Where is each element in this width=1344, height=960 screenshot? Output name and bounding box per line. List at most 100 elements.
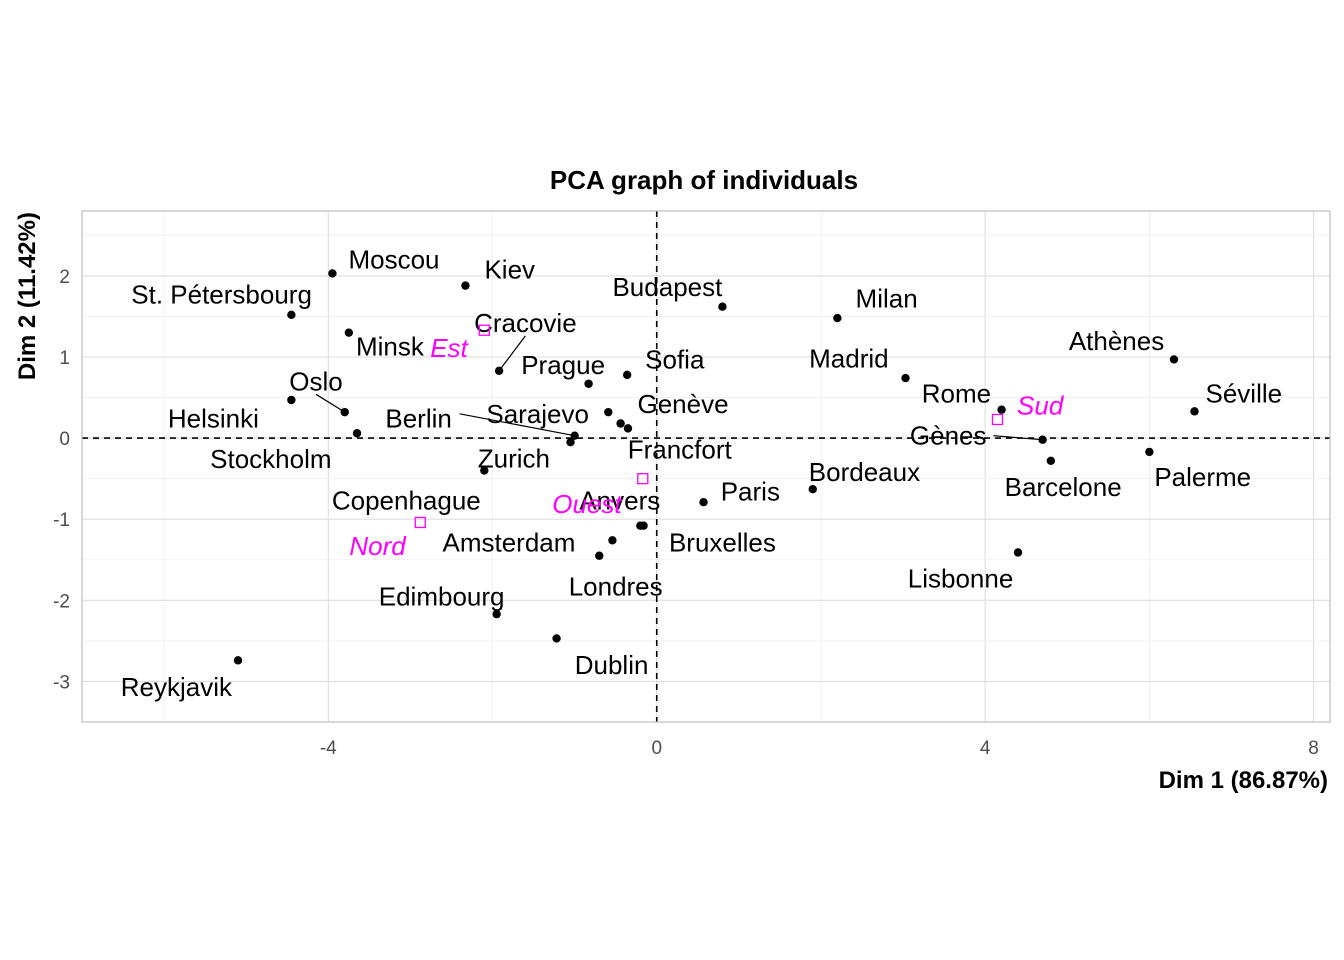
point-bordeaux: [808, 485, 817, 494]
x-tick-label: 0: [651, 738, 662, 759]
point-paris: [699, 497, 708, 507]
label-seville: Séville: [1205, 379, 1282, 409]
sup-label-est: Est: [430, 333, 469, 363]
label-edimbourg: Edimbourg: [379, 581, 505, 611]
individual-labels: Moscou Kiev St. Pétersbourg Budapest Milan Mi…: [121, 245, 1282, 702]
point-stockholm: [352, 429, 362, 438]
point-francfort: [623, 424, 633, 433]
label-geneve: Genève: [637, 389, 728, 419]
label-anvers: Anvers: [579, 486, 660, 516]
label-amsterdam: Amsterdam: [442, 528, 575, 558]
point-palerme: [1145, 447, 1154, 457]
point-zurich: [480, 466, 489, 475]
label-athenes: Athènes: [1069, 326, 1164, 356]
point-budapest: [718, 302, 727, 311]
point-sofia: [622, 370, 632, 380]
x-tick-label: 8: [1308, 738, 1319, 759]
reference-lines: [82, 211, 1330, 722]
label-prague: Prague: [521, 350, 605, 380]
label-madrid: Madrid: [809, 344, 888, 374]
point-berlin: [570, 431, 579, 440]
label-reykjavik: Reykjavik: [121, 672, 233, 702]
leader-line-cracovie: [498, 335, 526, 372]
y-tick-label: -2: [53, 591, 70, 612]
y-tick-label: -1: [53, 510, 70, 531]
point-moscou: [328, 269, 337, 278]
sup-label-ouest: Ouest: [552, 489, 623, 519]
label-londres: Londres: [569, 572, 663, 602]
point-genes: [1038, 435, 1047, 444]
y-tick-label: 0: [59, 429, 70, 450]
label-kiev: Kiev: [484, 254, 535, 284]
label-berlin: Berlin: [385, 404, 451, 434]
label-genes: Gènes: [910, 421, 987, 451]
sup-point-est: [478, 324, 490, 336]
label-sarajevo: Sarajevo: [486, 399, 589, 429]
y-axis-title: Dim 2 (11.42%): [14, 212, 41, 380]
point-prague: [584, 379, 593, 388]
grid: [82, 211, 1330, 723]
point-dublin: [552, 634, 561, 643]
sup-point-ouest: [637, 473, 649, 485]
individual-points: [233, 269, 1199, 665]
label-dublin: Dublin: [575, 650, 649, 680]
sup-label-sud: Sud: [1017, 391, 1065, 421]
x-tick-label: -4: [320, 738, 337, 759]
label-bordeaux: Bordeaux: [809, 457, 920, 487]
label-leader-lines: [315, 335, 1043, 441]
sup-point-sud: [991, 413, 1004, 426]
label-helsinki: Helsinki: [168, 404, 259, 434]
label-francfort: Francfort: [628, 434, 733, 464]
point-copenhague: [566, 437, 575, 447]
point-lisbonne: [1013, 548, 1023, 557]
sup-point-nord: [414, 516, 426, 529]
point-londres: [595, 551, 604, 560]
y-tick-label: 1: [59, 348, 70, 369]
label-rome: Rome: [922, 379, 991, 409]
sup-label-nord: Nord: [349, 531, 407, 561]
point-cracovie: [494, 366, 504, 375]
label-paris: Paris: [721, 477, 780, 507]
label-palerme: Palerme: [1154, 462, 1251, 492]
label-sofia: Sofia: [645, 344, 705, 374]
point-minsk: [344, 328, 354, 337]
y-tick-label: 2: [59, 267, 70, 288]
label-copenhague: Copenhague: [332, 486, 481, 516]
point-edimbourg: [492, 609, 501, 619]
y-tick-label: -3: [53, 672, 70, 693]
label-st-petersbourg: St. Pétersbourg: [131, 280, 312, 310]
point-amsterdam: [608, 536, 617, 545]
x-tick-label: 4: [980, 738, 991, 759]
label-budapest: Budapest: [612, 272, 723, 302]
axis-ticks: -4 0 4 8 -3 -2 -1 0 1 2: [53, 267, 1319, 759]
point-milan: [833, 313, 842, 323]
label-zurich: Zurich: [478, 443, 550, 473]
point-barcelone: [1046, 456, 1056, 466]
label-lisbonne: Lisbonne: [908, 563, 1014, 593]
point-kiev: [461, 281, 470, 290]
leader-line-oslo: [315, 393, 346, 413]
label-milan: Milan: [856, 284, 918, 314]
supplementary-points: Est Sud Ouest Nord: [349, 324, 1065, 561]
point-rome: [997, 405, 1006, 414]
label-bruxelles: Bruxelles: [669, 528, 776, 558]
leader-line-berlin: [459, 413, 575, 437]
point-geneve: [616, 419, 625, 428]
panel-border: [81, 210, 1331, 723]
point-sarajevo: [604, 407, 613, 417]
point-reykjavik: [233, 656, 243, 665]
point-madrid: [901, 373, 910, 383]
x-axis-title: Dim 1 (86.87%): [1159, 767, 1328, 794]
point-st-petersbourg: [287, 310, 296, 320]
label-stockholm: Stockholm: [210, 444, 331, 474]
label-barcelone: Barcelone: [1005, 472, 1122, 502]
chart-title: PCA graph of individuals: [550, 165, 858, 195]
point-oslo: [340, 407, 349, 417]
point-seville: [1190, 407, 1199, 416]
point-athenes: [1169, 355, 1179, 364]
label-minsk: Minsk: [356, 331, 425, 361]
label-cracovie: Cracovie: [474, 308, 577, 338]
point-bruxelles: [639, 521, 648, 530]
point-helsinki: [287, 395, 296, 405]
